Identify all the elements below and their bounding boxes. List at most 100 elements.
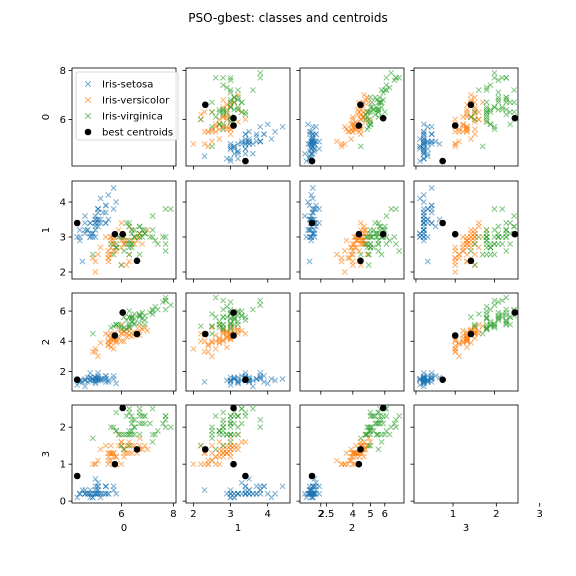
point-virginica-17 xyxy=(393,206,399,212)
point-setosa-47 xyxy=(420,375,427,382)
legend-label-0: Iris-setosa xyxy=(102,80,153,91)
y-tick-label: 4 xyxy=(60,337,66,348)
point-virginica-33 xyxy=(126,321,133,328)
point-setosa-41 xyxy=(235,379,241,385)
point-setosa-47 xyxy=(100,375,107,382)
point-virginica-31 xyxy=(257,424,264,431)
centroid-point-0 xyxy=(379,114,387,122)
point-versicolor-47 xyxy=(123,333,130,340)
point-setosa-14 xyxy=(113,380,120,387)
point-setosa-34 xyxy=(89,494,96,501)
point-virginica-37 xyxy=(373,230,380,237)
point-virginica-45 xyxy=(136,413,143,420)
point-virginica-30 xyxy=(487,82,494,89)
x-axis-label-1: 1 xyxy=(235,523,241,534)
point-setosa-31 xyxy=(102,483,109,490)
point-virginica-44 xyxy=(238,405,245,412)
legend-label-3: best centroids xyxy=(102,128,173,139)
point-versicolor-1 xyxy=(128,442,135,449)
point-versicolor-40 xyxy=(356,128,363,135)
point-setosa-45 xyxy=(257,138,264,145)
point-versicolor-14 xyxy=(223,344,230,351)
point-virginica-2 xyxy=(227,89,234,96)
point-setosa-32 xyxy=(416,136,423,143)
x-tick-label: 2 xyxy=(318,509,324,520)
point-versicolor-12 xyxy=(452,116,459,123)
point-virginica-32 xyxy=(220,314,227,321)
point-virginica-45 xyxy=(136,234,143,240)
point-virginica-32 xyxy=(128,416,135,423)
point-setosa-14 xyxy=(305,121,311,128)
point-setosa-6 xyxy=(242,150,249,157)
point-setosa-37 xyxy=(306,234,313,240)
point-virginica-26 xyxy=(362,241,369,247)
point-versicolor-48 xyxy=(95,251,101,258)
centroid-point-1 xyxy=(451,332,459,339)
point-versicolor-10 xyxy=(341,269,348,275)
point-versicolor-49 xyxy=(220,450,227,457)
centroid-point-0 xyxy=(230,309,237,316)
point-versicolor-23 xyxy=(460,114,467,120)
point-virginica-33 xyxy=(126,241,133,247)
point-versicolor-48 xyxy=(95,353,101,360)
point-versicolor-43 xyxy=(92,461,99,468)
y-tick-label: 6 xyxy=(60,115,66,126)
point-versicolor-25 xyxy=(227,101,234,108)
point-setosa-43 xyxy=(316,483,323,490)
point-versicolor-9 xyxy=(97,446,104,453)
y-axis-label-1: 1 xyxy=(41,227,52,233)
point-setosa-38 xyxy=(95,220,101,226)
y-axis-label-3: 3 xyxy=(41,451,52,457)
point-virginica-5 xyxy=(495,299,502,305)
point-versicolor-43 xyxy=(338,461,345,468)
point-setosa-46 xyxy=(82,490,88,497)
point-virginica-32 xyxy=(499,106,506,113)
panel-r1-c1 xyxy=(182,180,291,283)
point-versicolor-2 xyxy=(471,94,478,101)
centroid-point-0 xyxy=(511,230,519,238)
point-virginica-31 xyxy=(388,424,395,431)
y-tick-label: 2 xyxy=(60,367,66,378)
point-virginica-34 xyxy=(467,314,474,321)
point-versicolor-47 xyxy=(123,450,130,457)
point-versicolor-26 xyxy=(467,96,474,103)
point-versicolor-0 xyxy=(144,227,151,233)
y-tick-label: 8 xyxy=(60,66,66,77)
point-versicolor-20 xyxy=(362,118,369,125)
point-virginica-36 xyxy=(126,409,133,416)
point-setosa-15 xyxy=(279,483,286,490)
point-versicolor-40 xyxy=(105,248,112,254)
point-setosa-13 xyxy=(303,158,310,165)
point-virginica-42 xyxy=(113,244,120,251)
point-virginica-24 xyxy=(495,312,502,319)
point-versicolor-29 xyxy=(341,123,348,130)
point-virginica-39 xyxy=(141,317,148,324)
point-virginica-47 xyxy=(369,424,375,431)
panel-frame xyxy=(71,180,177,280)
x-tick-label: 2.5 xyxy=(318,509,334,520)
point-versicolor-18 xyxy=(197,111,204,118)
x-tick-label: 4 xyxy=(265,509,271,520)
point-virginica-32 xyxy=(220,106,227,113)
point-virginica-29 xyxy=(149,439,156,445)
point-setosa-43 xyxy=(257,369,264,376)
point-versicolor-19 xyxy=(209,126,215,133)
point-versicolor-18 xyxy=(123,262,130,268)
point-versicolor-18 xyxy=(123,442,130,449)
point-versicolor-44 xyxy=(353,244,359,251)
point-setosa-23 xyxy=(432,372,439,379)
centroid-point-3 xyxy=(202,101,209,109)
point-setosa-22 xyxy=(301,150,308,157)
point-versicolor-9 xyxy=(97,339,104,346)
point-virginica-7 xyxy=(152,237,159,244)
panel-r0-c1 xyxy=(182,67,291,170)
point-versicolor-47 xyxy=(464,111,470,118)
point-virginica-25 xyxy=(483,308,490,315)
point-versicolor-12 xyxy=(452,338,459,345)
point-versicolor-29 xyxy=(212,345,219,352)
point-virginica-43 xyxy=(235,96,241,103)
point-setosa-15 xyxy=(110,185,117,191)
point-virginica-26 xyxy=(123,431,130,438)
point-virginica-25 xyxy=(483,87,490,94)
